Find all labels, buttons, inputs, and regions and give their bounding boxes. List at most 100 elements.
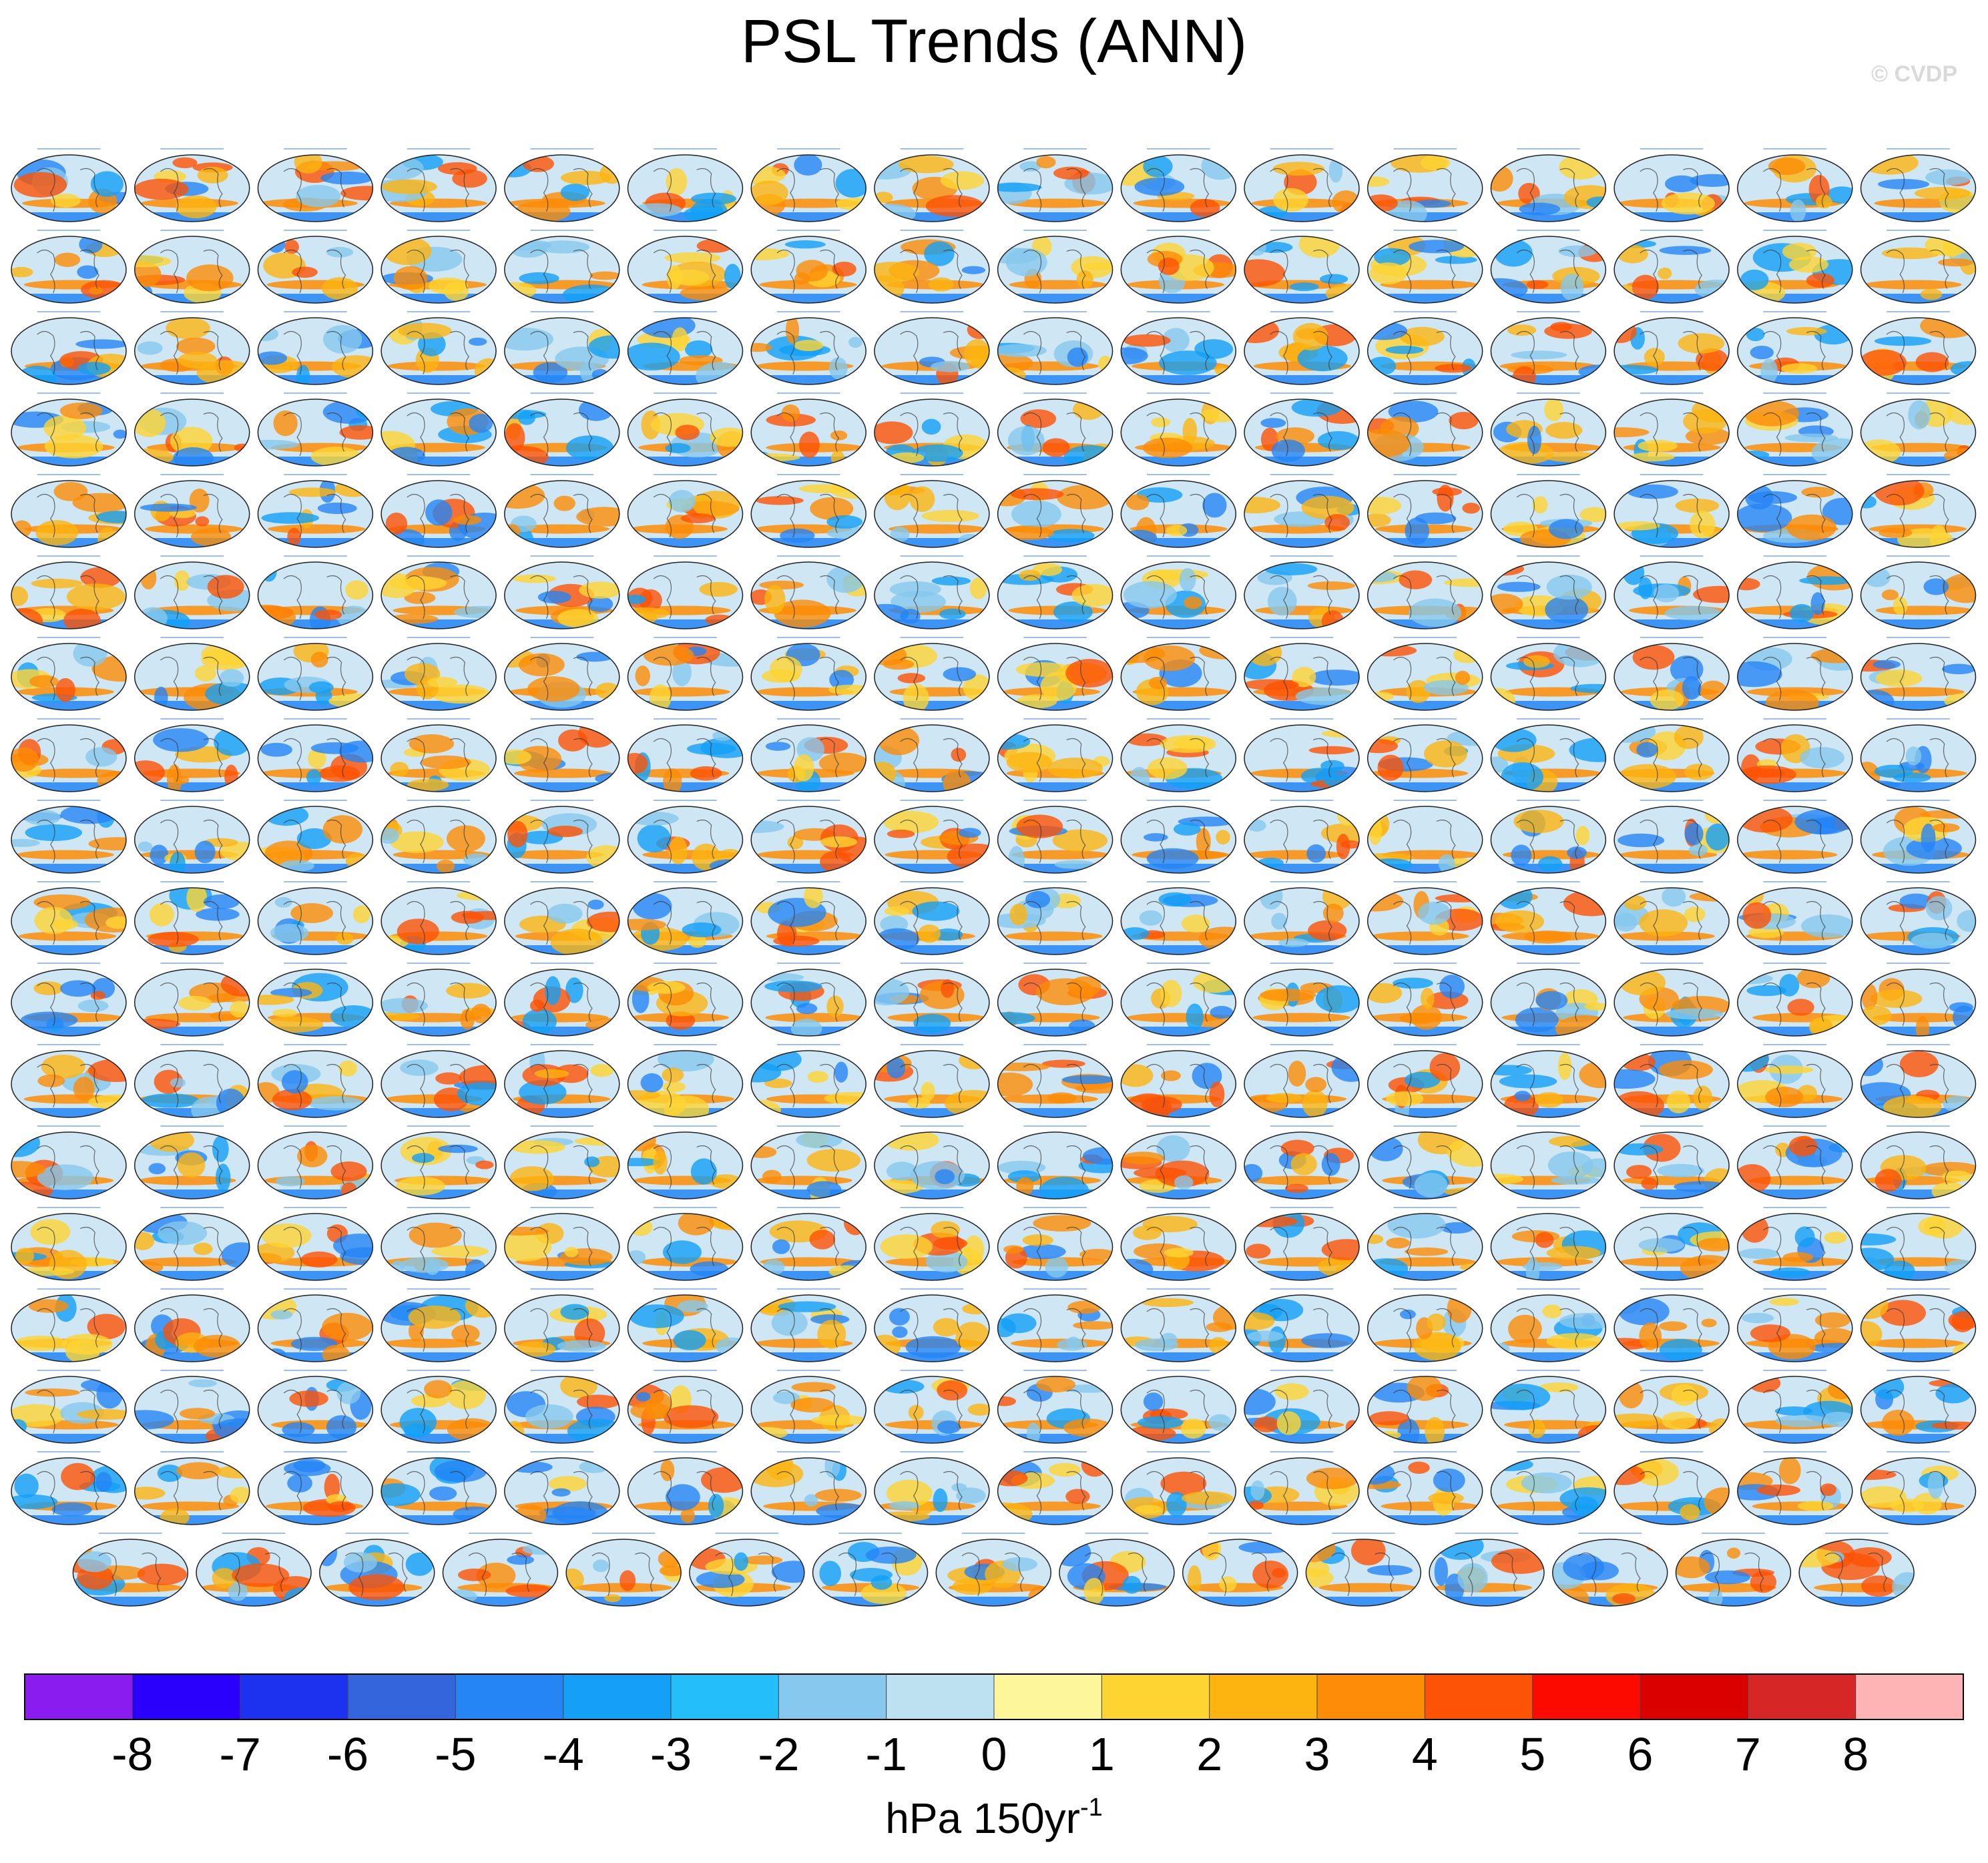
negative-anomaly-band <box>628 1434 743 1443</box>
colorbar-box <box>778 1674 887 1719</box>
ensemble-member-map <box>1120 718 1237 792</box>
positive-anomaly-blob <box>1420 155 1451 171</box>
negative-anomaly-blob <box>628 1157 662 1167</box>
negative-anomaly-band <box>1860 1271 1976 1280</box>
negative-anomaly-blob <box>85 747 117 767</box>
negative-anomaly-blob <box>1860 690 1895 710</box>
positive-anomaly-blob <box>759 580 804 590</box>
ensemble-member-map <box>381 1288 497 1362</box>
negative-anomaly-blob <box>1121 347 1148 364</box>
negative-anomaly-band <box>1614 864 1730 873</box>
negative-anomaly-blob <box>170 1077 186 1088</box>
positive-anomaly-blob <box>1946 399 1976 425</box>
map-border <box>750 398 866 467</box>
map-border <box>1613 1294 1730 1362</box>
positive-anomaly-blob <box>340 1182 358 1199</box>
positive-anomaly-blob <box>134 178 189 200</box>
negative-anomaly-blob <box>935 1169 955 1185</box>
map-border <box>257 561 374 629</box>
positive-anomaly-blob <box>1528 1419 1545 1438</box>
negative-anomaly-blob <box>1925 896 1953 920</box>
negative-anomaly-blob <box>1385 345 1424 354</box>
negative-anomaly-blob <box>77 362 111 375</box>
negative-anomaly-blob <box>1135 1338 1179 1352</box>
ensemble-member-map <box>1120 555 1237 629</box>
positive-anomaly-blob <box>186 888 208 912</box>
ensemble-member-map <box>11 637 127 711</box>
negative-anomaly-band <box>1676 1597 1791 1606</box>
negative-anomaly-blob <box>933 1488 948 1513</box>
negative-anomaly-blob <box>1935 1384 1972 1404</box>
map-border <box>627 969 744 1037</box>
continent-outline <box>407 412 470 457</box>
map-border <box>504 1294 620 1362</box>
negative-anomaly-blob <box>1499 1074 1557 1089</box>
negative-anomaly-blob <box>628 594 646 605</box>
continent-outline <box>1516 1308 1579 1352</box>
continent-outline <box>653 575 716 619</box>
ensemble-member-map <box>1613 230 1730 304</box>
map-border <box>1120 806 1237 874</box>
continent-outline <box>1393 1308 1456 1352</box>
positive-anomaly-blob <box>393 266 428 290</box>
continent-outline <box>407 738 470 782</box>
positive-anomaly-blob <box>1076 270 1093 289</box>
ensemble-member-map <box>257 637 374 711</box>
positive-anomaly-blob <box>1367 513 1391 527</box>
continent-outline <box>530 982 593 1027</box>
negative-anomaly-blob <box>1511 844 1532 866</box>
positive-anomaly-blob <box>997 1396 1017 1406</box>
positive-anomaly-blob <box>1782 242 1817 261</box>
ensemble-member-map <box>1366 718 1483 792</box>
positive-anomaly-blob <box>1247 643 1282 666</box>
negative-anomaly-band <box>997 294 1113 303</box>
map-border <box>874 480 990 548</box>
map-border <box>381 561 497 629</box>
ensemble-member-map <box>627 963 744 1037</box>
negative-anomaly-blob <box>1247 238 1266 256</box>
negative-anomaly-band <box>1737 1108 1852 1117</box>
positive-anomaly-blob <box>1765 1087 1804 1107</box>
positive-anomaly-band <box>756 361 854 371</box>
positive-anomaly-blob <box>807 1071 828 1083</box>
negative-anomaly-blob <box>343 1552 377 1573</box>
ensemble-member-map <box>134 555 250 629</box>
positive-anomaly-blob <box>1161 1070 1181 1081</box>
map-border <box>750 1294 866 1362</box>
positive-anomaly-blob <box>874 421 913 445</box>
units-superscript: -1 <box>1080 1794 1103 1822</box>
continent-outline <box>1763 493 1826 538</box>
continent-outline <box>283 1308 346 1352</box>
positive-anomaly-band <box>511 524 610 534</box>
ensemble-member-map <box>1366 474 1483 548</box>
negative-anomaly-band <box>1737 1434 1852 1443</box>
ensemble-member-map <box>1120 1207 1237 1281</box>
positive-anomaly-blob <box>474 358 497 384</box>
positive-anomaly-blob <box>880 1234 933 1260</box>
positive-anomaly-blob <box>409 1222 462 1248</box>
positive-anomaly-blob <box>1768 158 1806 176</box>
negative-anomaly-blob <box>672 658 692 686</box>
continent-outline <box>407 575 470 619</box>
ensemble-member-map <box>504 637 620 711</box>
ensemble-member-map <box>750 1125 866 1200</box>
ensemble-member-map <box>1490 555 1607 629</box>
negative-anomaly-blob <box>1740 450 1770 460</box>
positive-anomaly-blob <box>1806 273 1834 288</box>
positive-anomaly-blob <box>504 1226 549 1236</box>
negative-anomaly-blob <box>281 1070 308 1094</box>
ensemble-member-map <box>627 311 744 385</box>
map-border <box>257 969 374 1037</box>
map-border <box>1613 236 1730 304</box>
negative-anomaly-blob <box>11 838 40 847</box>
negative-anomaly-blob <box>567 1418 619 1443</box>
negative-anomaly-blob <box>547 903 583 924</box>
continent-outline <box>37 168 99 212</box>
positive-anomaly-blob <box>710 427 743 447</box>
negative-anomaly-blob <box>258 238 272 249</box>
positive-anomaly-blob <box>669 836 688 864</box>
ensemble-member-map <box>997 1288 1113 1362</box>
colorbar-tick-label: -1 <box>866 1728 907 1780</box>
positive-anomaly-blob <box>1244 1312 1275 1330</box>
positive-anomaly-blob <box>1126 733 1168 746</box>
